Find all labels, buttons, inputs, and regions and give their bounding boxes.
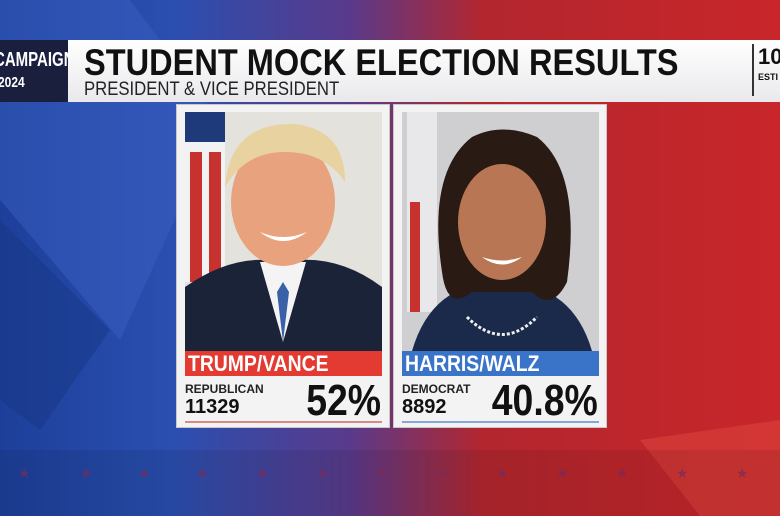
candidate-votes: 11329	[185, 396, 240, 418]
right-number: 10	[758, 44, 780, 69]
svg-text:★: ★	[138, 465, 151, 481]
logo-line1: CAMPAIGN	[0, 49, 75, 71]
svg-text:★: ★	[80, 465, 93, 481]
svg-text:★: ★	[736, 465, 749, 481]
right-label: ESTI	[758, 72, 779, 82]
svg-text:★: ★	[616, 465, 629, 481]
svg-text:★: ★	[256, 465, 269, 481]
svg-text:★: ★	[196, 465, 209, 481]
candidate-name-bar: HARRIS/WALZ	[402, 351, 599, 376]
candidate-photo	[402, 112, 599, 351]
svg-text:★: ★	[18, 465, 31, 481]
candidate-party: DEMOCRAT	[402, 382, 471, 396]
svg-text:★: ★	[556, 465, 569, 481]
candidate-votes: 8892	[402, 396, 447, 418]
svg-text:★: ★	[436, 465, 449, 481]
party-underline	[185, 421, 382, 423]
page-title: STUDENT MOCK ELECTION RESULTS	[84, 42, 679, 83]
candidate-percent: 52%	[306, 376, 381, 425]
party-underline	[402, 421, 599, 423]
page-subtitle: PRESIDENT & VICE PRESIDENT	[84, 79, 340, 100]
candidate-name: HARRIS/WALZ	[405, 351, 540, 376]
candidate-party: REPUBLICAN	[185, 382, 264, 396]
candidate-percent: 40.8%	[491, 376, 598, 425]
candidate-name-bar: TRUMP/VANCE	[185, 351, 382, 376]
logo-line2: 2024	[0, 74, 25, 91]
svg-text:★: ★	[316, 465, 329, 481]
candidate-card-harris: HARRIS/WALZ DEMOCRAT 8892 40.8%	[393, 104, 607, 428]
candidate-card-trump: TRUMP/VANCE REPUBLICAN 11329 52%	[176, 104, 390, 428]
candidate-name: TRUMP/VANCE	[188, 351, 329, 376]
campaign-logo: CAMPAIGN 2024	[0, 40, 75, 102]
header-banner: STUDENT MOCK ELECTION RESULTS PRESIDENT …	[68, 40, 780, 102]
right-info: 10 ESTI	[752, 44, 780, 96]
svg-text:★: ★	[496, 465, 509, 481]
svg-text:★: ★	[676, 465, 689, 481]
candidate-photo	[185, 112, 382, 351]
svg-text:★: ★	[376, 465, 389, 481]
